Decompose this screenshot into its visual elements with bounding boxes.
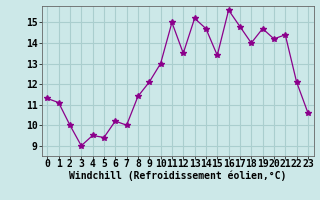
X-axis label: Windchill (Refroidissement éolien,°C): Windchill (Refroidissement éolien,°C) bbox=[69, 170, 286, 181]
